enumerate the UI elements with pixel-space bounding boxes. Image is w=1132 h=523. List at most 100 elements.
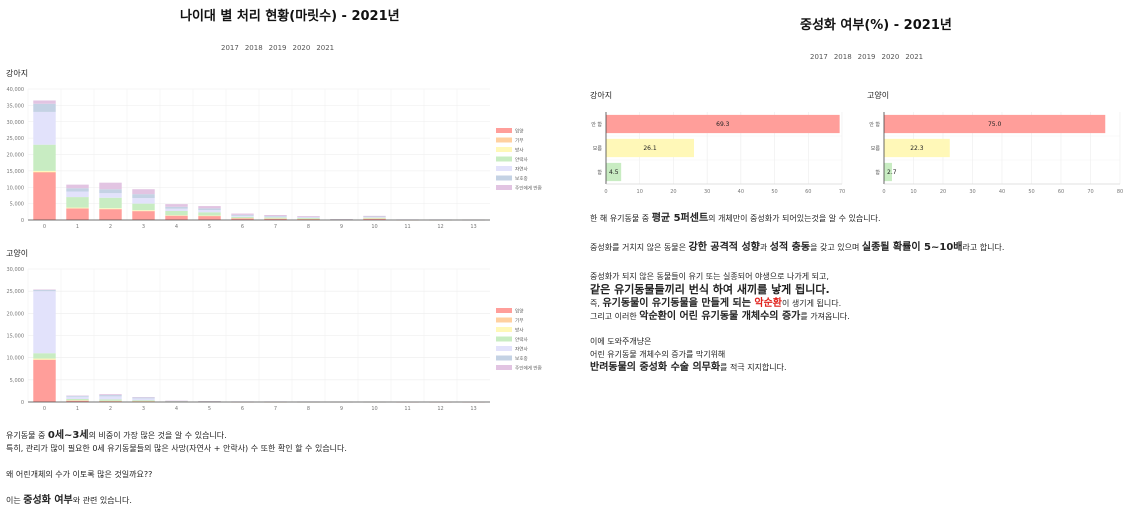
data-label: 2.7 [887,169,897,176]
bar-segment [132,210,155,211]
x-tick-label: 40 [738,189,744,195]
x-tick-label: 40 [999,189,1005,195]
bar-segment [165,206,188,209]
bar-segment [33,353,56,359]
x-tick-label: 0 [43,406,46,412]
explain-line-8: 어린 유기동물 개체수의 증가를 막기위해 [590,350,726,359]
x-tick-label: 12 [437,224,443,230]
legend-label: 자연사 [515,346,528,353]
legend-label: 주인에게 반환 [515,365,543,372]
bar-segment [264,217,287,219]
year-2019-link[interactable]: 2019 [857,53,876,61]
x-tick-label: 5 [208,406,211,412]
y-tick-label: 15,000 [7,169,25,175]
legend-swatch [496,137,512,143]
bar-segment [231,214,254,216]
legend-swatch [496,355,512,361]
bar-segment [99,197,122,209]
bar-segment [99,395,122,397]
x-tick-label: 80 [1117,189,1123,195]
y-tick-label: 20,000 [7,153,25,159]
bar [606,114,840,134]
bar-segment [66,396,89,399]
bar-segment [198,212,221,216]
left-summary-text: 유기동물 중 0세~3세의 비중이 가장 많은 것을 알 수 있습니다. 특히,… [6,429,347,507]
bar-segment [132,198,155,204]
x-tick-label: 0 [43,224,46,230]
cat-neuter-label: 고양이 [867,91,890,100]
y-tick-label: 안 함 [591,121,602,128]
legend-swatch [496,147,512,152]
y-tick-label: 모름 [593,146,603,152]
y-tick-label: 모름 [871,146,881,152]
x-tick-label: 10 [637,189,643,195]
year-2018-link[interactable]: 2018 [833,53,852,61]
x-tick-label: 10 [371,406,377,412]
bar-segment [264,215,287,217]
x-tick-label: 7 [274,406,277,412]
x-tick-label: 9 [340,224,343,230]
year-2018-link[interactable]: 2018 [244,44,263,52]
data-label: 69.3 [716,121,730,128]
year-2020-link[interactable]: 2020 [881,53,900,61]
dog-neuter-label: 강아지 [590,91,613,100]
bar-segment [264,216,287,218]
explain-line-5: 즉, 유기동물이 유기동물을 만들게 되는 악순환이 생기게 됩니다. [590,298,842,309]
legend-label: 주인에게 반환 [515,185,543,192]
bar-segment [198,208,221,211]
x-tick-label: 6 [241,406,244,412]
x-tick-label: 20 [940,189,946,195]
y-tick-label: 20,000 [7,311,25,317]
year-2017-link[interactable]: 2017 [810,53,828,61]
right-chart-title: 중성화 여부(%) - 2021년 [800,18,952,33]
year-2017-link[interactable]: 2017 [221,44,239,52]
year-2020-link[interactable]: 2020 [292,44,311,52]
x-tick-label: 3 [142,406,145,412]
bar-segment [132,211,155,220]
x-tick-label: 12 [437,406,443,412]
explain-line-7: 이에 도와주개냥은 [590,337,652,346]
summary-line-1: 유기동물 중 0세~3세의 비중이 가장 많은 것을 알 수 있습니다. [6,430,227,441]
x-tick-label: 30 [704,189,710,195]
left-year-selector: 2017 2018 2019 2020 2021 [221,44,340,52]
bar-segment [99,208,122,209]
legend-label: 보호중 [515,176,528,182]
bar-segment [99,394,122,396]
x-tick-label: 6 [241,224,244,230]
dog-age-stacked-bar-chart: 0 5,000 10,000 15,000 20,000 25,000 30,000 35,0… [7,87,543,230]
y-tick-label: 35,000 [7,103,25,109]
bar-segment [198,206,221,209]
x-tick-label: 50 [771,189,777,195]
bar-segment [165,215,188,220]
x-tick-label: 13 [470,224,476,230]
bar-segment [165,210,188,216]
bar [884,138,950,158]
explain-line-4: 같은 유기동물들끼리 번식 하여 새끼를 낳게 됩니다. [590,283,830,296]
explain-line-1: 한 해 유기동물 중 평균 5퍼센트의 개체만이 중성화가 되어있는것을 알 수… [590,213,881,224]
bar-segment [66,191,89,198]
year-2021-link[interactable]: 2021 [316,44,335,52]
y-tick-label: 0 [21,400,24,406]
bar-segment [132,194,155,199]
x-tick-label: 70 [839,189,845,195]
year-2021-link[interactable]: 2021 [905,53,924,61]
bar-segment [231,215,254,217]
bar-segment [132,398,155,401]
bar-segment [231,216,254,219]
y-tick-label: 25,000 [7,136,25,142]
bar-segment [231,213,254,215]
legend-label: 자연사 [515,166,528,173]
legend-label: 방사 [515,147,524,154]
bar-segment [297,217,320,219]
year-2019-link[interactable]: 2019 [268,44,287,52]
bar-segment [165,204,188,207]
legend-swatch [496,327,512,332]
x-tick-label: 30 [969,189,975,195]
legend-label: 입양 [515,128,524,135]
bar-segment [99,189,122,194]
bar-segment [99,193,122,198]
y-tick-label: 30,000 [7,120,25,126]
legend-swatch [496,346,512,351]
right-year-selector: 2017 2018 2019 2020 2021 [810,53,929,61]
